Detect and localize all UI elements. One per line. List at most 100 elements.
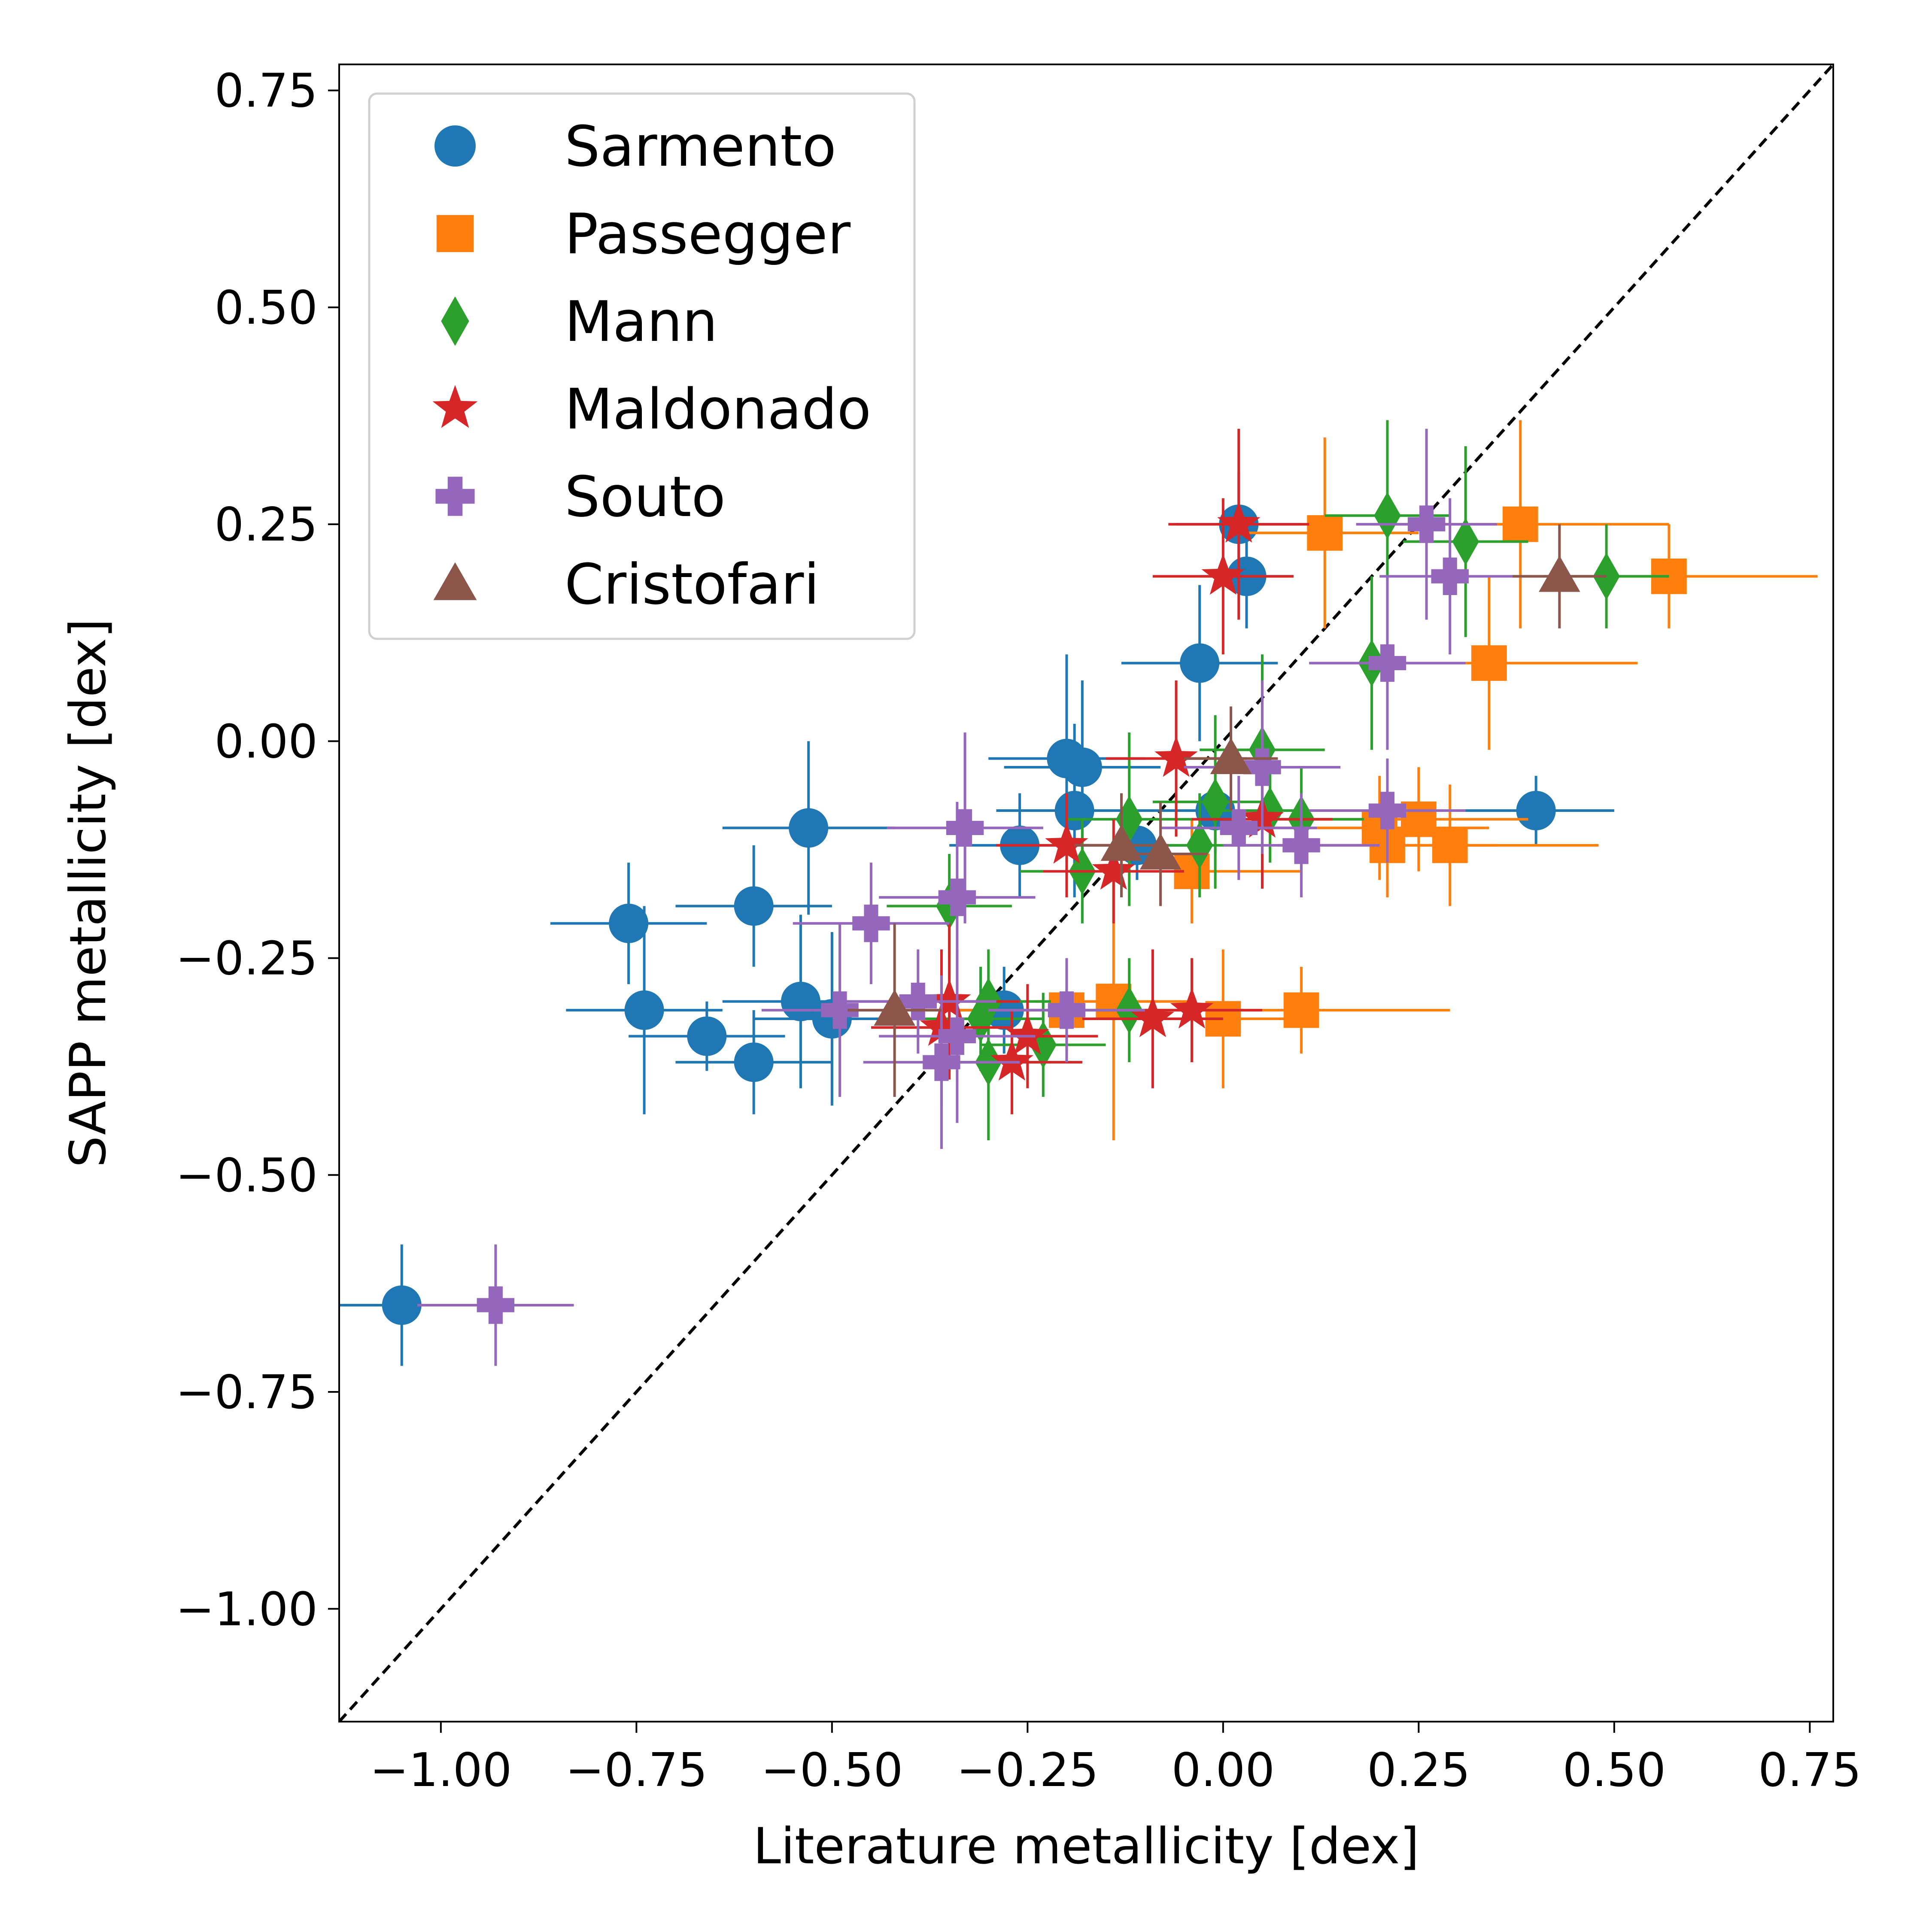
data-point [722,741,895,915]
data-point [1223,793,1380,898]
point-marker [734,1042,774,1082]
point-marker [1186,821,1213,869]
point-marker [1045,822,1088,864]
data-point [1074,793,1169,898]
data-point [1184,706,1278,811]
y-tick-label: 0.25 [215,498,318,552]
point-marker [687,1016,727,1056]
point-marker [1048,991,1086,1029]
legend-entry: Maldonado [432,377,871,442]
data-point [417,1244,574,1366]
x-axis-label: Literature metallicity [dex] [753,1817,1419,1875]
point-marker [1400,801,1437,837]
legend-marker [441,296,469,346]
data-point [1184,680,1341,854]
point-marker [1154,735,1198,777]
data-point [879,949,1036,1123]
point-marker [1170,987,1214,1029]
point-marker [1202,778,1229,826]
plot-area [339,64,1833,1722]
legend-box [368,92,916,640]
legend-marker [433,562,477,600]
one-to-one-line [339,64,1833,1722]
x-tick-label: 0.25 [1367,1744,1470,1797]
point-marker [1030,1021,1057,1069]
point-marker [789,808,829,848]
series-souto [417,428,1521,1366]
data-point [1121,585,1278,741]
y-tick-label: −0.25 [176,932,318,986]
data-point [863,975,1020,1149]
data-point [1152,715,1278,889]
x-tick-label: 0.00 [1172,1744,1275,1797]
point-marker [1516,791,1556,831]
point-marker [1100,824,1142,861]
point-marker [1092,848,1136,890]
point-marker [821,991,859,1029]
y-tick-label: −1.00 [176,1583,318,1636]
point-marker [1407,505,1446,543]
point-marker [1471,645,1507,681]
data-point [550,863,707,984]
legend-marker [435,477,475,516]
data-point [1309,758,1466,863]
legend-entry: Sarmento [434,114,836,179]
legend-label: Mann [565,289,718,354]
point-marker [936,882,963,930]
data-point [1168,428,1309,620]
point-marker [1452,518,1479,565]
point-marker [1243,748,1281,786]
point-marker [1220,809,1258,847]
plot-frame [338,64,1834,1722]
point-marker [1368,644,1406,682]
point-marker [1131,996,1175,1037]
point-marker [1210,738,1252,774]
x-tick-label: 0.50 [1563,1744,1666,1797]
data-point [675,1010,832,1115]
x-tick-label: −1.00 [370,1744,512,1797]
point-marker [382,1285,422,1325]
point-marker [938,1017,976,1055]
series-cristofari [848,524,1607,1097]
legend: Sarmento Passegger Mann Maldonado Souto Crist… [368,92,916,640]
data-point [1309,576,1466,750]
point-marker [609,903,649,943]
y-axis-label: SAPP metallicity [dex] [59,619,117,1168]
data-point [988,958,1145,1063]
y-tick-label: 0.50 [215,281,318,335]
point-marker [1115,796,1143,843]
x-tick-label: −0.25 [957,1744,1099,1797]
y-axis: 0.75 0.50 0.25 0.00 −0.25 −0.50 −0.75 −1.00 [176,64,339,1636]
point-marker [1539,556,1580,592]
x-tick-label: −0.50 [761,1744,903,1797]
data-point [848,923,942,1097]
legend-label: Maldonado [565,377,871,442]
x-axis: −1.00 −0.75 −0.50 −0.25 0.00 0.25 0.50 0.75 [370,1722,1862,1797]
data-point [1160,776,1317,880]
point-marker [1431,557,1469,595]
legend-entry: Passegger [436,201,851,267]
y-tick-label: 0.75 [215,64,318,118]
legend-marker [436,215,474,252]
data-point [1113,802,1208,906]
legend-entry: Cristofari [433,552,820,617]
data-point [1066,732,1192,906]
point-marker [1139,833,1182,870]
data-point [1152,966,1450,1054]
point-marker [1432,827,1468,863]
y-tick-label: −0.75 [176,1366,318,1419]
legend-marker [432,385,478,428]
point-marker [624,990,664,1030]
point-marker [852,905,890,942]
point-marker [874,989,915,1026]
x-tick-label: −0.75 [565,1744,708,1797]
point-marker [927,978,971,1020]
point-marker [990,1039,1034,1081]
point-marker [477,1286,515,1324]
point-marker [1368,792,1406,829]
legend-label: Passegger [565,201,851,267]
point-marker [1307,515,1343,551]
point-marker [923,1043,960,1081]
point-marker [1283,992,1319,1028]
